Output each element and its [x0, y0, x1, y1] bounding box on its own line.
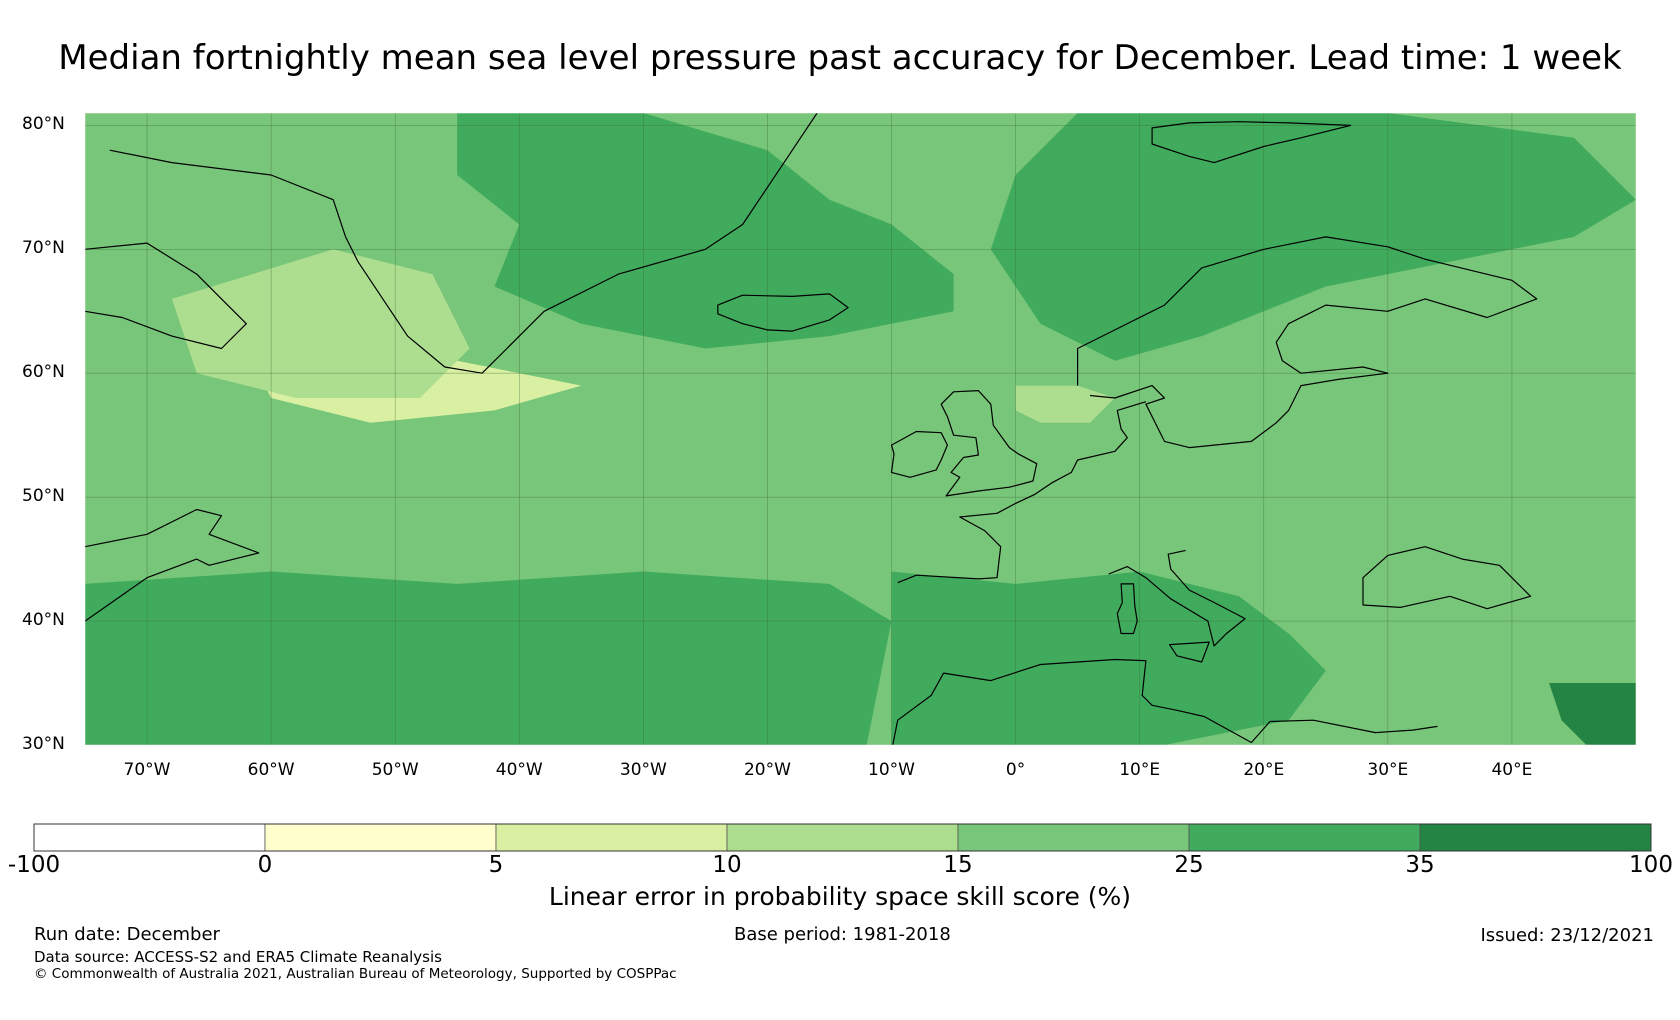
colorbar-tick: 35 [1405, 852, 1435, 878]
lat-tick-label: 70°N [22, 238, 65, 259]
region-barents-norwegian-sea [990, 113, 1636, 361]
colorbar-tick: 100 [1629, 852, 1673, 878]
lon-tick-label: 30°W [619, 760, 667, 780]
colorbar [33, 823, 1652, 852]
coastline-great-britain [940, 390, 1038, 497]
region-caspian-southwest-corner [1549, 683, 1636, 745]
coastline-scandinavia-baltic [1077, 236, 1538, 449]
colorbar-tick: -100 [7, 852, 61, 878]
lon-tick-label: 40°E [1491, 760, 1533, 780]
colorbar-bin [33, 823, 266, 852]
lat-tick-label: 80°N [22, 114, 65, 135]
coastline-ireland [890, 430, 948, 478]
base-period: Base period: 1981-2018 [734, 924, 951, 945]
coastline-svalbard [1151, 121, 1352, 164]
lon-tick-label: 10°W [868, 760, 915, 780]
colorbar-tick: 10 [712, 852, 742, 878]
graticule [85, 113, 1636, 745]
colorbar-tick: 0 [257, 852, 273, 878]
coastline-greenland [109, 113, 818, 374]
coastline-black-sea [1362, 546, 1532, 610]
colorbar-label: Linear error in probability space skill … [548, 882, 1132, 911]
coastline-iceland [717, 293, 849, 332]
coastline-europe-mainland [897, 401, 1147, 584]
map-panel[interactable] [85, 113, 1636, 751]
lon-tick-label: 0° [1005, 760, 1026, 780]
lon-tick-label: 70°W [123, 760, 171, 780]
colorbar-frame [33, 823, 1652, 852]
lat-tick-label: 40°N [22, 610, 65, 631]
colorbar-bin [1188, 823, 1421, 852]
region-subtropical-atlantic-south [85, 571, 892, 745]
colorbar-tick: 25 [1174, 852, 1204, 878]
colorbar-tick: 5 [488, 852, 504, 878]
coastline-italy [1108, 549, 1246, 647]
issued-date: Issued: 23/12/2021 [1480, 925, 1654, 946]
lon-tick-label: 20°E [1243, 760, 1285, 780]
data-source: Data source: ACCESS-S2 and ERA5 Climate … [34, 948, 442, 966]
lon-tick-label: 30°E [1367, 760, 1409, 780]
colorbar-bin [1419, 823, 1652, 852]
region-greenland-sea-iceland-band [457, 113, 954, 349]
coastlines [85, 113, 1538, 745]
coastline-africa-north [892, 658, 1438, 745]
coastline-baffin-island [85, 242, 247, 350]
coastline-sicily [1168, 641, 1210, 663]
coastline-north-america-labrador [85, 508, 260, 622]
region-north-atlantic-mid-band [85, 398, 1636, 572]
lon-tick-label: 20°W [743, 760, 791, 780]
region-north-sea-skagerrak [1015, 385, 1115, 423]
run-date: Run date: December [34, 924, 220, 945]
coastline-sardinia-corsica [1116, 583, 1138, 635]
colorbar-tick: 15 [943, 852, 973, 878]
lon-tick-label: 40°W [495, 760, 543, 780]
chart-title: Median fortnightly mean sea level pressu… [58, 38, 1622, 78]
lat-tick-label: 60°N [22, 362, 65, 383]
colorbar-bin [726, 823, 959, 852]
lon-tick-label: 60°W [247, 760, 295, 780]
lat-tick-label: 30°N [22, 734, 65, 754]
map-frame [84, 112, 1637, 746]
lon-tick-label: 50°W [371, 760, 419, 780]
region-mediterranean-iberia-north-africa [891, 571, 1326, 745]
lat-tick-label: 50°N [22, 486, 65, 507]
copyright: © Commonwealth of Australia 2021, Austra… [34, 966, 677, 982]
lon-tick-label: 10°E [1119, 760, 1161, 780]
colorbar-bin [957, 823, 1190, 852]
colorbar-bin [264, 823, 497, 852]
colorbar-bin [495, 823, 728, 852]
